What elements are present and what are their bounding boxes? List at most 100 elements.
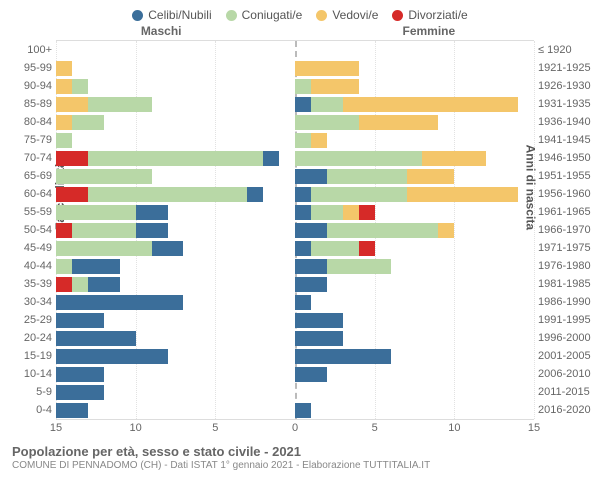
bar-male [56, 61, 295, 76]
age-label: 80-84 [8, 116, 52, 128]
bar-male [56, 349, 295, 364]
birth-year-label: 1941-1945 [538, 134, 594, 146]
legend-swatch [316, 10, 327, 21]
bar-male [56, 205, 295, 220]
age-row: 0-42016-2020 [56, 401, 534, 419]
bar-segment [311, 79, 359, 94]
x-tick: 5 [212, 422, 218, 434]
bar-segment [88, 277, 120, 292]
footer-title: Popolazione per età, sesso e stato civil… [12, 444, 588, 459]
birth-year-label: 1976-1980 [538, 260, 594, 272]
bar-male [56, 169, 295, 184]
birth-year-label: 2016-2020 [538, 404, 594, 416]
bar-female [295, 349, 534, 364]
bar-female [295, 115, 534, 130]
grid-line [534, 41, 535, 419]
bar-segment [56, 205, 136, 220]
bar-segment [56, 241, 152, 256]
bar-female [295, 133, 534, 148]
age-label: 30-34 [8, 296, 52, 308]
x-tick: 10 [448, 422, 460, 434]
bar-segment [56, 133, 72, 148]
bar-segment [407, 169, 455, 184]
bar-male [56, 367, 295, 382]
bar-segment [72, 79, 88, 94]
bar-segment [56, 349, 168, 364]
bar-segment [56, 151, 88, 166]
age-label: 20-24 [8, 332, 52, 344]
birth-year-label: 1981-1985 [538, 278, 594, 290]
bar-segment [295, 133, 311, 148]
bar-male [56, 151, 295, 166]
x-tick: 15 [50, 422, 62, 434]
age-row: 90-941926-1930 [56, 77, 534, 95]
age-label: 95-99 [8, 62, 52, 74]
age-row: 50-541966-1970 [56, 221, 534, 239]
bar-segment [295, 169, 327, 184]
birth-year-label: 2006-2010 [538, 368, 594, 380]
bar-female [295, 331, 534, 346]
bar-male [56, 295, 295, 310]
bar-segment [295, 259, 327, 274]
birth-year-label: 1961-1965 [538, 206, 594, 218]
column-headers: Maschi Femmine [56, 24, 534, 40]
age-row: 5-92011-2015 [56, 383, 534, 401]
age-label: 15-19 [8, 350, 52, 362]
bar-segment [72, 259, 120, 274]
bar-segment [359, 115, 439, 130]
x-tick: 5 [372, 422, 378, 434]
bar-female [295, 187, 534, 202]
bar-segment [56, 79, 72, 94]
bar-segment [295, 223, 327, 238]
birth-year-label: 1936-1940 [538, 116, 594, 128]
bar-segment [295, 79, 311, 94]
bar-segment [72, 115, 104, 130]
bar-segment [438, 223, 454, 238]
bar-segment [56, 187, 88, 202]
age-row: 15-192001-2005 [56, 347, 534, 365]
bar-male [56, 187, 295, 202]
bar-segment [56, 403, 88, 418]
bar-female [295, 259, 534, 274]
bar-female [295, 403, 534, 418]
bar-segment [359, 205, 375, 220]
legend-item: Vedovi/e [316, 8, 378, 22]
legend-swatch [132, 10, 143, 21]
bar-male [56, 313, 295, 328]
bar-segment [295, 151, 422, 166]
bar-segment [407, 187, 519, 202]
age-row: 35-391981-1985 [56, 275, 534, 293]
bar-male [56, 259, 295, 274]
x-tick: 15 [528, 422, 540, 434]
bar-segment [88, 97, 152, 112]
bar-segment [56, 259, 72, 274]
x-axis: 15105051015 [56, 422, 534, 440]
bar-female [295, 367, 534, 382]
birth-year-label: 1931-1935 [538, 98, 594, 110]
bar-female [295, 151, 534, 166]
age-row: 45-491971-1975 [56, 239, 534, 257]
birth-year-label: 1921-1925 [538, 62, 594, 74]
age-label: 100+ [8, 44, 52, 56]
bar-segment [56, 169, 152, 184]
bar-segment [136, 205, 168, 220]
legend-swatch [392, 10, 403, 21]
bar-female [295, 295, 534, 310]
bar-segment [311, 97, 343, 112]
bar-segment [327, 223, 439, 238]
x-tick: 0 [292, 422, 298, 434]
bar-segment [56, 61, 72, 76]
bar-segment [56, 277, 72, 292]
bar-male [56, 277, 295, 292]
bar-segment [311, 133, 327, 148]
age-label: 55-59 [8, 206, 52, 218]
population-pyramid-chart: Celibi/NubiliConiugati/eVedovi/eDivorzia… [0, 0, 600, 500]
age-label: 75-79 [8, 134, 52, 146]
age-label: 60-64 [8, 188, 52, 200]
bar-segment [359, 241, 375, 256]
legend-swatch [226, 10, 237, 21]
bar-male [56, 223, 295, 238]
birth-year-label: 1951-1955 [538, 170, 594, 182]
birth-year-label: 2011-2015 [538, 386, 594, 398]
bar-segment [136, 223, 168, 238]
